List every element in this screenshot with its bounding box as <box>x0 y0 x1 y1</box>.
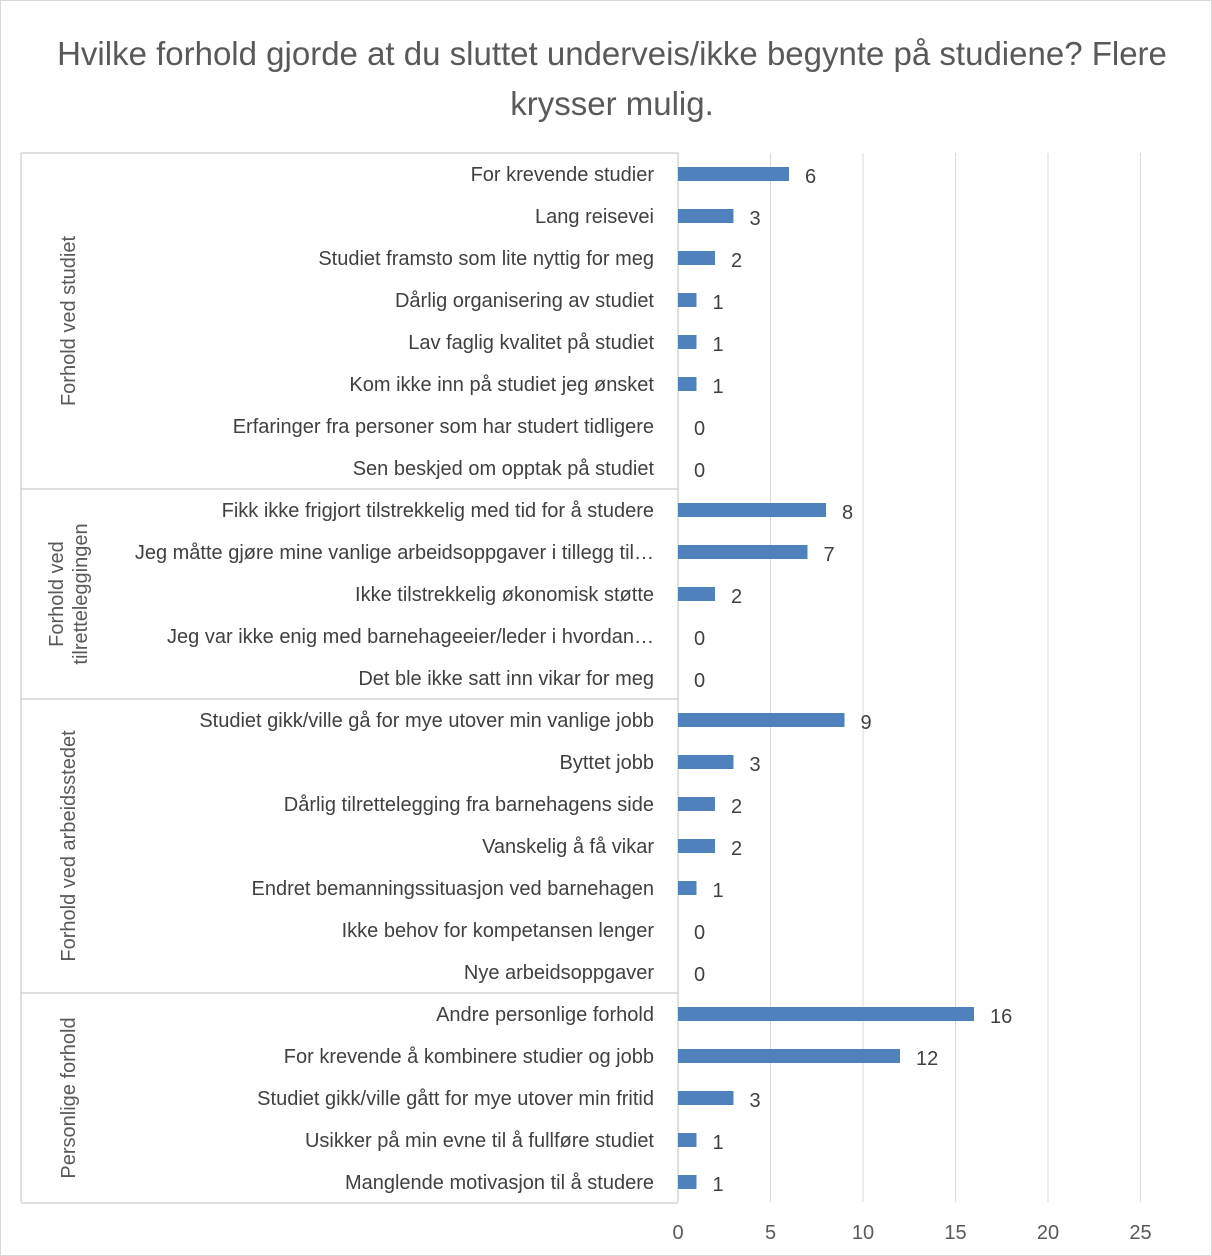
bar <box>678 1007 974 1021</box>
data-label: 1 <box>713 334 724 356</box>
data-label: 6 <box>805 166 816 188</box>
group-label: Forhold ved <box>46 541 68 647</box>
category-label: Sen beskjed om opptak på studiet <box>353 458 655 480</box>
category-label: Fikk ikke frigjort tilstrekkelig med tid… <box>222 500 654 522</box>
data-label: 9 <box>861 712 872 734</box>
category-label: Jeg var ikke enig med barnehageeier/lede… <box>167 626 654 648</box>
group-label: Forhold ved arbeidsstedet <box>58 730 80 962</box>
data-label: 16 <box>990 1006 1012 1028</box>
data-label: 8 <box>842 502 853 524</box>
category-label: Endret bemanningssituasjon ved barnehage… <box>251 878 654 900</box>
bar <box>678 1175 697 1189</box>
group-label: Personlige forhold <box>58 1017 80 1178</box>
category-label: Jeg måtte gjøre mine vanlige arbeidsoppg… <box>135 542 654 564</box>
bar <box>678 713 845 727</box>
category-label: Studiet gikk/ville gå for mye utover min… <box>199 710 654 732</box>
x-tick-label: 20 <box>1037 1222 1059 1244</box>
chart-title: Hvilke forhold gjorde at du sluttet unde… <box>57 35 1167 122</box>
category-label: Kom ikke inn på studiet jeg ønsket <box>349 374 654 396</box>
data-label: 2 <box>731 586 742 608</box>
x-tick-label: 25 <box>1129 1222 1151 1244</box>
data-label: 2 <box>731 796 742 818</box>
bar <box>678 545 808 559</box>
bar <box>678 1091 734 1105</box>
bar <box>678 755 734 769</box>
data-label: 1 <box>713 292 724 314</box>
bar <box>678 797 715 811</box>
data-label: 1 <box>713 1174 724 1196</box>
x-tick-label: 0 <box>672 1222 683 1244</box>
group-label: tilretteleggingen <box>70 523 92 664</box>
bar <box>678 377 697 391</box>
bar <box>678 1133 697 1147</box>
bar <box>678 209 734 223</box>
data-label: 3 <box>750 208 761 230</box>
data-label: 0 <box>694 670 705 692</box>
category-label: Lang reisevei <box>535 206 654 228</box>
data-label: 1 <box>713 880 724 902</box>
category-label: Lav faglig kvalitet på studiet <box>408 332 654 354</box>
data-label: 3 <box>750 754 761 776</box>
category-label: Studiet framsto som lite nyttig for meg <box>318 248 654 270</box>
bar <box>678 293 697 307</box>
data-label: 2 <box>731 838 742 860</box>
category-label: For krevende studier <box>471 164 655 186</box>
group-label: Forhold ved studiet <box>58 236 80 407</box>
category-label: Nye arbeidsoppgaver <box>464 962 654 984</box>
data-label: 0 <box>694 628 705 650</box>
data-label: 3 <box>750 1090 761 1112</box>
data-label: 2 <box>731 250 742 272</box>
bar <box>678 1049 900 1063</box>
data-label: 1 <box>713 1132 724 1154</box>
category-label: Studiet gikk/ville gått for mye utover m… <box>257 1088 654 1110</box>
bar <box>678 251 715 265</box>
category-label: Andre personlige forhold <box>436 1004 654 1026</box>
x-tick-label: 15 <box>944 1222 966 1244</box>
category-label: Ikke tilstrekkelig økonomisk støtte <box>355 584 654 606</box>
data-label: 0 <box>694 964 705 986</box>
category-label: Det ble ikke satt inn vikar for meg <box>358 668 654 690</box>
category-label: Manglende motivasjon til å studere <box>345 1172 654 1194</box>
category-label: Erfaringer fra personer som har studert … <box>233 416 654 438</box>
data-label: 1 <box>713 376 724 398</box>
data-label: 0 <box>694 418 705 440</box>
category-label: Dårlig tilrettelegging fra barnehagens s… <box>284 794 654 816</box>
data-label: 7 <box>824 544 835 566</box>
bar <box>678 167 789 181</box>
x-tick-label: 5 <box>765 1222 776 1244</box>
category-label: Ikke behov for kompetansen lenger <box>342 920 655 942</box>
category-label: Dårlig organisering av studiet <box>395 290 654 312</box>
data-label: 12 <box>916 1048 938 1070</box>
bar <box>678 503 826 517</box>
bar <box>678 881 697 895</box>
bar <box>678 587 715 601</box>
bar <box>678 839 715 853</box>
category-label: Byttet jobb <box>559 752 654 774</box>
data-label: 0 <box>694 460 705 482</box>
category-label: For krevende å kombinere studier og jobb <box>284 1046 654 1068</box>
category-label: Vanskelig å få vikar <box>482 836 654 858</box>
bar <box>678 335 697 349</box>
data-label: 0 <box>694 922 705 944</box>
category-label: Usikker på min evne til å fullføre studi… <box>305 1130 654 1152</box>
x-tick-label: 10 <box>852 1222 874 1244</box>
